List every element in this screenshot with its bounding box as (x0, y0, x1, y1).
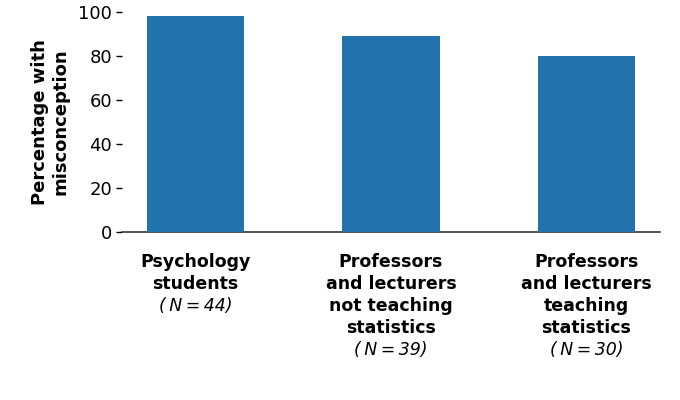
Y-axis label: Percentage with
misconception: Percentage with misconception (31, 39, 70, 205)
Bar (537, 56, 635, 232)
Text: ( N = 30): ( N = 30) (549, 342, 623, 360)
Text: Professors: Professors (534, 252, 639, 270)
Bar (342, 36, 440, 232)
Text: not teaching: not teaching (329, 297, 453, 315)
Text: students: students (152, 275, 239, 293)
Bar (147, 16, 245, 232)
Text: Professors: Professors (339, 252, 443, 270)
Text: teaching: teaching (544, 297, 629, 315)
Text: and lecturers: and lecturers (521, 275, 651, 293)
Text: statistics: statistics (346, 319, 436, 337)
Text: ( N = 39): ( N = 39) (354, 342, 428, 360)
Text: Psychology: Psychology (141, 252, 251, 270)
Text: statistics: statistics (541, 319, 631, 337)
Text: and lecturers: and lecturers (326, 275, 456, 293)
Text: ( N = 44): ( N = 44) (159, 297, 233, 315)
